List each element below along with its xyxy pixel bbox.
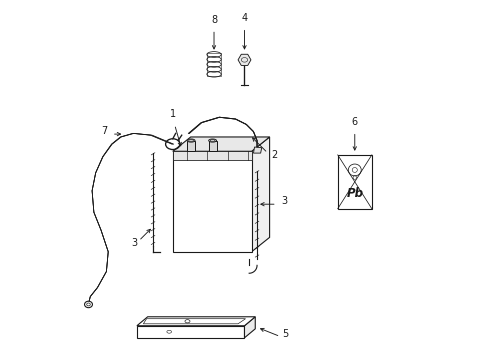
Polygon shape [172, 151, 251, 252]
Ellipse shape [187, 139, 195, 142]
Polygon shape [187, 140, 195, 151]
Text: 5: 5 [282, 329, 288, 339]
Polygon shape [137, 326, 244, 338]
Polygon shape [208, 140, 216, 151]
Text: Pb: Pb [346, 187, 363, 200]
Ellipse shape [86, 303, 90, 306]
Text: 8: 8 [210, 15, 217, 25]
Polygon shape [172, 137, 269, 151]
Polygon shape [137, 317, 255, 326]
Text: 3: 3 [131, 238, 137, 248]
Polygon shape [244, 317, 255, 338]
Polygon shape [337, 155, 371, 209]
Text: 3: 3 [280, 196, 286, 206]
Polygon shape [172, 151, 251, 160]
Polygon shape [238, 54, 250, 66]
Polygon shape [251, 137, 269, 252]
Ellipse shape [84, 301, 92, 308]
Text: 6: 6 [351, 117, 357, 127]
Polygon shape [253, 147, 261, 153]
Text: 7: 7 [101, 126, 107, 136]
Text: 2: 2 [270, 150, 277, 160]
Ellipse shape [208, 139, 216, 142]
Text: 4: 4 [241, 13, 247, 23]
Text: 1: 1 [170, 109, 176, 119]
